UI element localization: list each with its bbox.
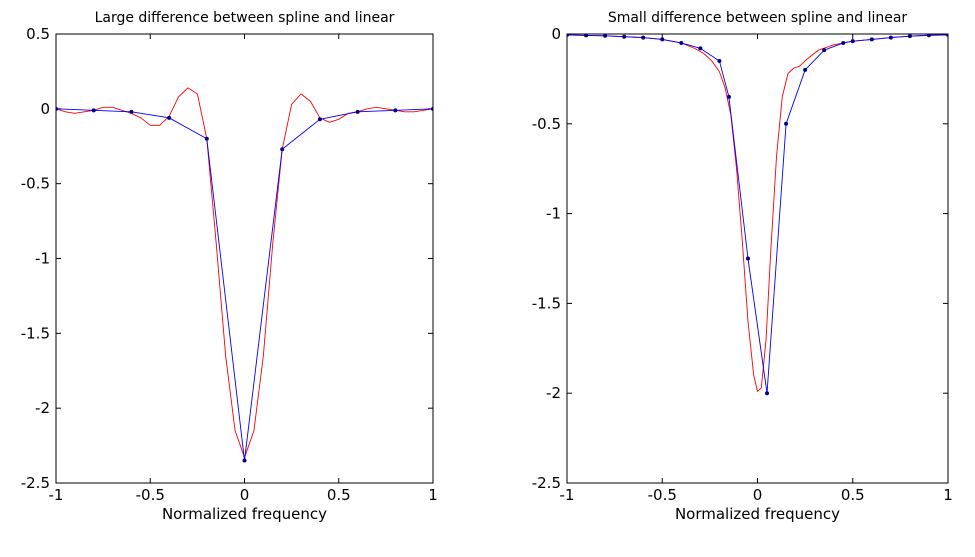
data-point [803,67,808,72]
y-tick-label: -2.5 [21,474,50,492]
y-tick-label: -1.5 [21,324,50,342]
chart-title: Large difference between spline and line… [95,10,395,26]
y-tick-label: -1 [546,205,561,223]
x-tick-label: 0 [240,486,250,504]
x-tick-label: 0.5 [327,486,351,504]
data-point [204,136,209,141]
y-tick-label: -1.5 [532,294,561,312]
data-point [888,35,893,40]
data-point [129,109,134,114]
x-axis-label: Normalized frequency [675,505,840,523]
data-point [242,458,247,463]
data-point [622,34,627,39]
data-point [56,106,58,111]
data-point [167,115,172,120]
x-tick-label: 1 [428,486,438,504]
data-point [431,106,433,111]
data-point [679,40,684,45]
x-tick-label: -1 [560,486,575,504]
data-point [765,391,770,396]
data-point [946,34,948,37]
x-axis-label: Normalized frequency [162,505,327,523]
data-point [91,108,96,113]
data-point [726,94,731,99]
y-tick-label: -2 [546,384,561,402]
data-point [822,48,827,53]
data-point [907,34,912,39]
chart-1: Large difference between spline and line… [21,10,438,523]
x-tick-label: -0.5 [136,486,165,504]
data-point [698,46,703,51]
data-point [841,40,846,45]
y-tick-label: -2 [35,399,50,417]
series-group [567,34,948,396]
y-tick-label: 0 [551,25,561,43]
data-point [869,37,874,42]
y-tick-label: -1 [35,250,50,268]
data-point [317,117,322,122]
y-tick-label: -0.5 [532,115,561,133]
data-point [280,147,285,152]
series-line-2 [567,34,948,394]
data-point [393,108,398,113]
chart-2: Small difference between spline and line… [532,10,953,523]
data-point [745,256,750,261]
data-point [660,37,665,42]
y-tick-label: -0.5 [21,175,50,193]
data-point [784,121,789,126]
x-tick-label: 0 [753,486,763,504]
data-point [567,34,569,37]
y-tick-label: 0.5 [26,25,50,43]
y-tick-label: -2.5 [532,474,561,492]
plot-area [55,33,434,484]
x-tick-label: 1 [943,486,953,504]
x-tick-label: 0.5 [841,486,865,504]
y-tick-label: 0 [40,100,50,118]
data-point [850,39,855,44]
x-tick-label: -1 [49,486,64,504]
data-point [584,34,589,38]
data-point [355,109,360,114]
chart-title: Small difference between spline and line… [608,10,908,26]
plot-area [566,33,949,484]
data-point [717,58,722,63]
data-point [641,35,646,40]
data-point [603,34,608,38]
x-tick-label: -0.5 [648,486,677,504]
data-point [926,34,931,38]
series-group [56,87,433,463]
